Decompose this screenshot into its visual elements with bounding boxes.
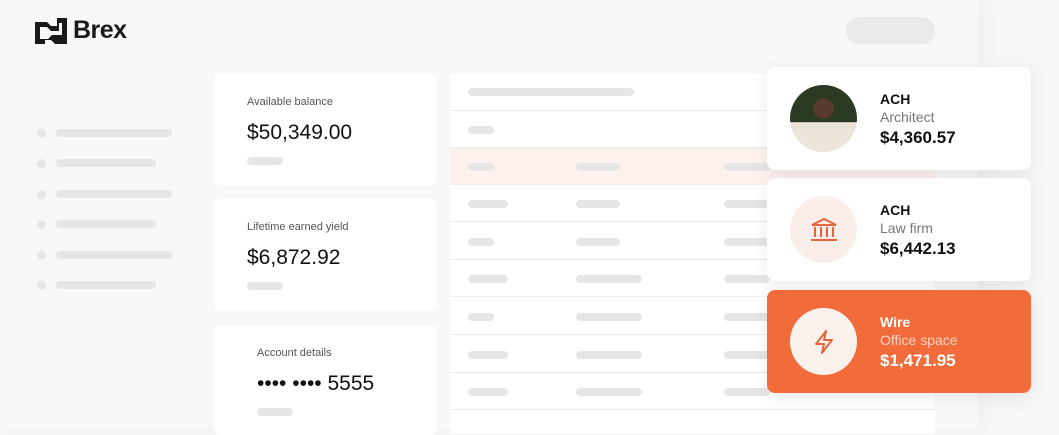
table-header [450, 74, 935, 111]
card-value: $50,349.00 [247, 121, 353, 144]
amount: $4,360.57 [880, 128, 956, 147]
bank-icon [810, 217, 837, 241]
bank-icon-circle [790, 196, 857, 263]
lightning-icon [814, 329, 833, 354]
table-row[interactable] [450, 111, 935, 148]
sidebar-item[interactable] [56, 281, 156, 289]
payee: Architect [880, 109, 935, 125]
account-details-card: Account details •••• •••• 5555 [214, 325, 437, 435]
table-row[interactable] [450, 336, 935, 373]
table-row[interactable] [450, 260, 935, 297]
payee: Office space [880, 332, 958, 348]
table-row[interactable] [450, 373, 935, 410]
amount: $1,471.95 [880, 351, 956, 370]
transaction-card-architect[interactable]: ACH Architect $4,360.57 [767, 67, 1031, 170]
sidebar-dot [37, 129, 46, 138]
sidebar-dot [37, 251, 46, 260]
table-row[interactable] [450, 223, 935, 260]
payment-type: ACH [880, 91, 911, 107]
card-placeholder [247, 157, 283, 165]
table-row[interactable] [450, 185, 935, 222]
transaction-card-office-space[interactable]: Wire Office space $1,471.95 [767, 290, 1031, 393]
sidebar-item[interactable] [56, 220, 156, 228]
card-label: Available balance [247, 96, 334, 108]
sidebar-dot [37, 220, 46, 229]
payment-type: Wire [880, 314, 911, 330]
avatar [790, 85, 857, 152]
table-row[interactable] [450, 298, 935, 335]
sidebar-item[interactable] [56, 129, 172, 137]
lifetime-yield-card: Lifetime earned yield $6,872.92 [214, 199, 437, 310]
amount: $6,442.13 [880, 239, 956, 258]
sidebar-dot [37, 190, 46, 199]
sidebar-item[interactable] [56, 159, 156, 167]
card-label: Account details [257, 347, 332, 359]
transaction-card-law-firm[interactable]: ACH Law firm $6,442.13 [767, 178, 1031, 281]
payee: Law firm [880, 220, 933, 236]
brand-name: Brex [73, 16, 127, 44]
card-placeholder [257, 408, 293, 416]
sidebar-item[interactable] [56, 251, 172, 259]
header-pill-button[interactable] [846, 17, 935, 44]
available-balance-card: Available balance $50,349.00 [214, 74, 437, 185]
brex-logo-icon [35, 17, 67, 44]
payment-type: ACH [880, 202, 911, 218]
card-value: •••• •••• 5555 [257, 372, 375, 395]
sidebar-item[interactable] [56, 190, 172, 198]
sidebar-dot [37, 281, 46, 290]
card-label: Lifetime earned yield [247, 221, 349, 233]
lightning-icon-circle [790, 308, 857, 375]
card-value: $6,872.92 [247, 246, 341, 269]
sidebar-dot [37, 159, 46, 168]
card-placeholder [247, 282, 283, 290]
brex-logo: Brex [35, 16, 127, 45]
